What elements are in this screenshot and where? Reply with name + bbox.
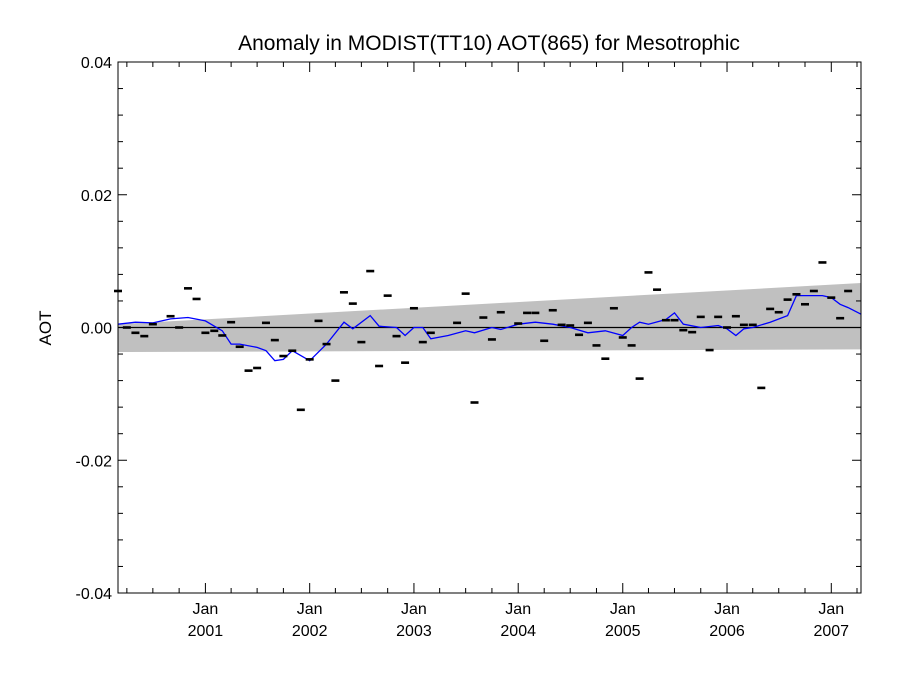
x-tick-label-month: Jan [193, 601, 219, 618]
x-tick-label-year: 2003 [396, 623, 432, 640]
x-tick-label-year: 2006 [709, 623, 745, 640]
x-tick-label-year: 2005 [605, 623, 641, 640]
x-tick-label-month: Jan [610, 601, 636, 618]
trend-uncertainty-band [118, 283, 861, 353]
x-tick-label-year: 2001 [188, 623, 224, 640]
x-tick-label-month: Jan [297, 601, 323, 618]
chart-title: Anomaly in MODIST(TT10) AOT(865) for Mes… [238, 32, 740, 55]
x-tick-label-year: 2002 [292, 623, 328, 640]
x-tick-label-month: Jan [818, 601, 844, 618]
plot-area [114, 261, 862, 412]
y-tick-label: -0.02 [76, 453, 113, 470]
y-tick-label: 0.00 [81, 321, 112, 338]
y-tick-label: 0.02 [81, 188, 112, 205]
x-tick-label-month: Jan [505, 601, 531, 618]
smoothed-anomaly-line [117, 294, 862, 362]
x-tick-label-month: Jan [714, 601, 740, 618]
x-tick-label-month: Jan [401, 601, 427, 618]
axes: -0.04 -0.02 0.00 0.02 0.04 Jan 2001 Jan 2002 Jan 2… [76, 55, 862, 640]
x-tick-label-year: 2007 [813, 623, 849, 640]
y-tick-label: -0.04 [76, 586, 113, 603]
y-tick-label: 0.04 [81, 55, 112, 72]
x-tick-label-year: 2004 [500, 623, 536, 640]
y-axis-label: AOT [36, 311, 55, 346]
